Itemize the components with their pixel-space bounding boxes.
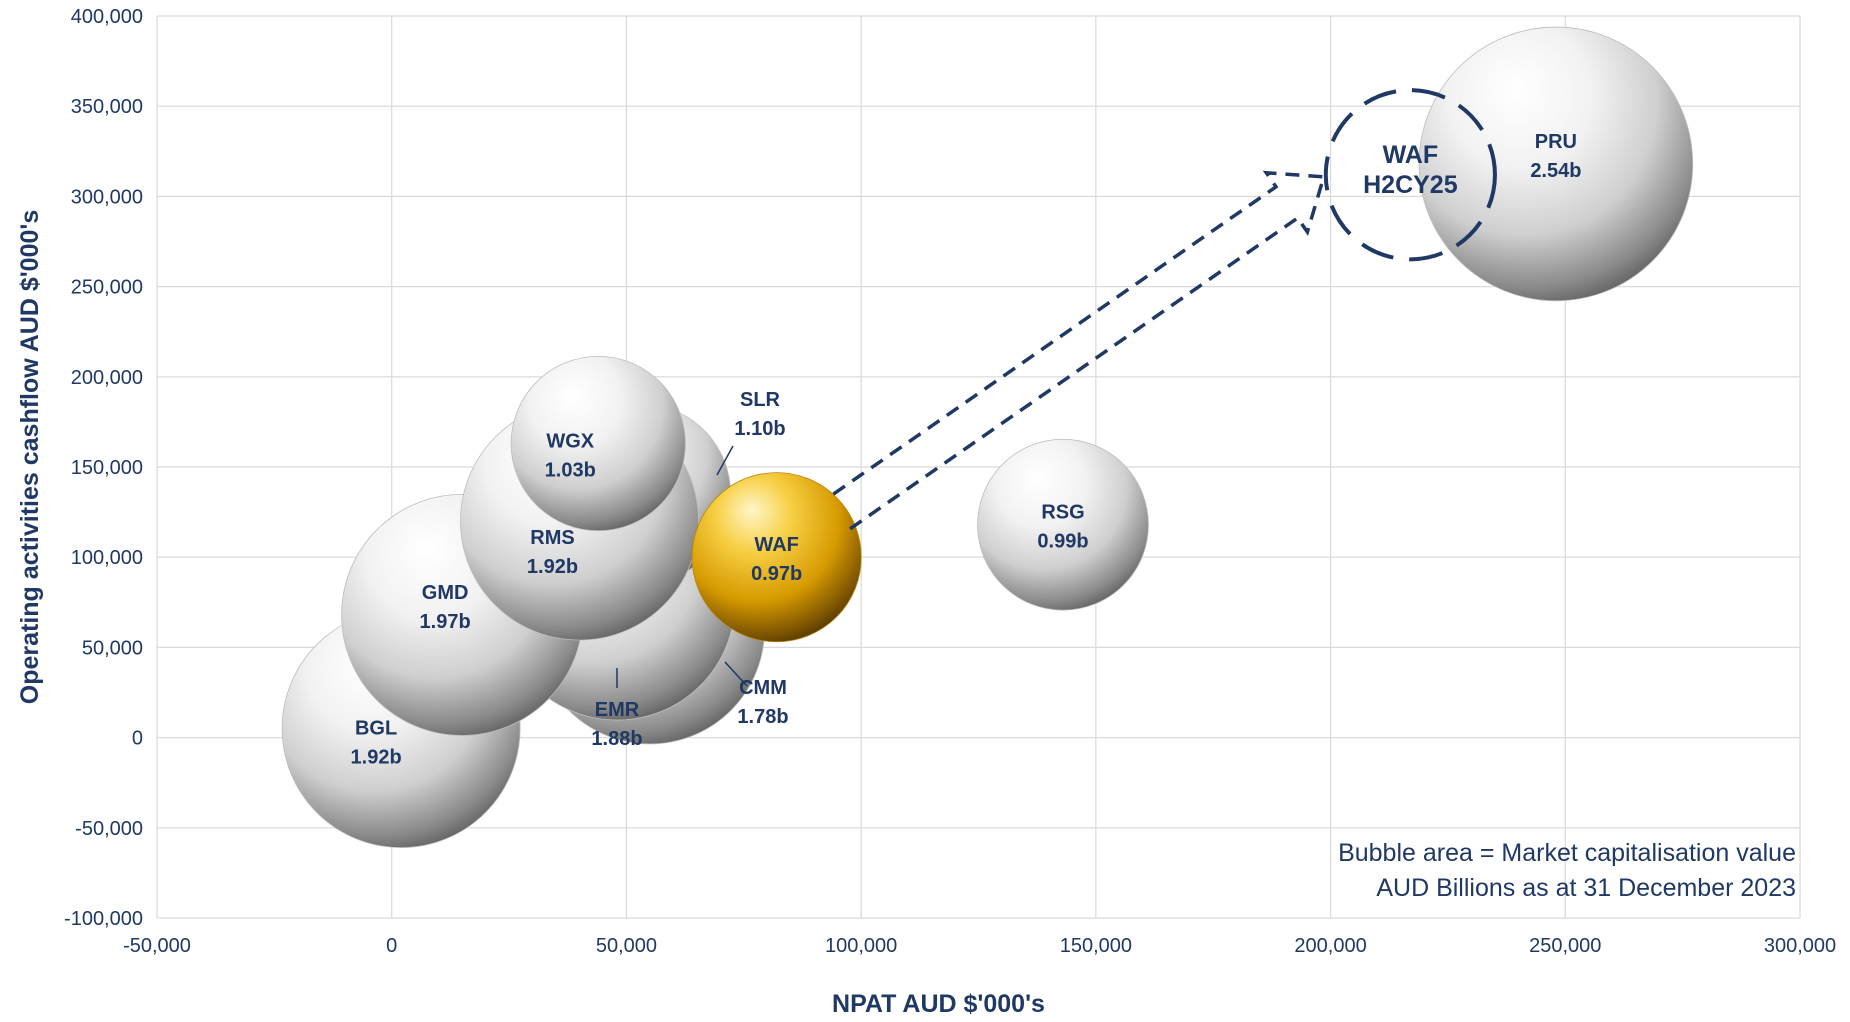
label-rsg-name: RSG (1041, 502, 1084, 524)
bubble-wgx (511, 356, 685, 530)
label-wgx-name: WGX (546, 431, 594, 453)
x-tick-label: 200,000 (1294, 935, 1366, 957)
label-rms-name: RMS (530, 527, 574, 549)
label-cmm-name: CMM (739, 677, 787, 699)
label-slr-value: 1.10b (734, 418, 785, 440)
note-line-1: Bubble area = Market capitalisation valu… (1338, 839, 1796, 867)
projection-label-name: WAF (1383, 141, 1439, 169)
y-tick-label: 400,000 (71, 6, 143, 28)
label-waf-value: 0.97b (751, 563, 802, 585)
x-axis-title: NPAT AUD $'000's (832, 990, 1045, 1018)
label-wgx-value: 1.03b (545, 460, 596, 482)
x-tick-label: 100,000 (825, 935, 897, 957)
x-tick-label: 300,000 (1764, 935, 1836, 957)
label-bgl-value: 1.92b (351, 747, 402, 769)
x-tick-label: -50,000 (123, 935, 191, 957)
bubble-rsg (978, 439, 1149, 610)
label-cmm-value: 1.78b (737, 706, 788, 728)
y-tick-label: 200,000 (71, 367, 143, 389)
projection-label-period: H2CY25 (1363, 171, 1458, 199)
y-tick-label: -100,000 (64, 908, 143, 930)
label-emr-name: EMR (595, 699, 640, 721)
y-tick-label: -50,000 (75, 818, 143, 840)
label-gmd-value: 1.97b (420, 611, 471, 633)
bubble-waf (692, 473, 861, 642)
note-line-2: AUD Billions as at 31 December 2023 (1376, 874, 1796, 902)
label-rms-value: 1.92b (527, 556, 578, 578)
y-tick-label: 300,000 (71, 186, 143, 208)
label-pru-value: 2.54b (1530, 160, 1581, 182)
x-tick-label: 250,000 (1529, 935, 1601, 957)
label-rsg-value: 0.99b (1037, 531, 1088, 553)
label-slr-name: SLR (740, 389, 781, 411)
y-axis-title: Operating activities cashflow AUD $'000'… (16, 210, 44, 704)
y-tick-label: 150,000 (71, 457, 143, 479)
label-pru-name: PRU (1535, 131, 1577, 153)
y-tick-label: 100,000 (71, 547, 143, 569)
y-tick-label: 250,000 (71, 277, 143, 299)
x-tick-label: 150,000 (1060, 935, 1132, 957)
y-tick-label: 0 (132, 728, 143, 750)
bubbles (282, 27, 1693, 848)
label-bgl-name: BGL (355, 718, 397, 740)
label-waf-name: WAF (754, 534, 798, 556)
label-emr-value: 1.88b (591, 728, 642, 750)
x-tick-label: 50,000 (596, 935, 657, 957)
x-tick-label: 0 (386, 935, 397, 957)
y-tick-label: 50,000 (82, 637, 143, 659)
label-gmd-name: GMD (422, 582, 469, 604)
y-tick-label: 350,000 (71, 96, 143, 118)
